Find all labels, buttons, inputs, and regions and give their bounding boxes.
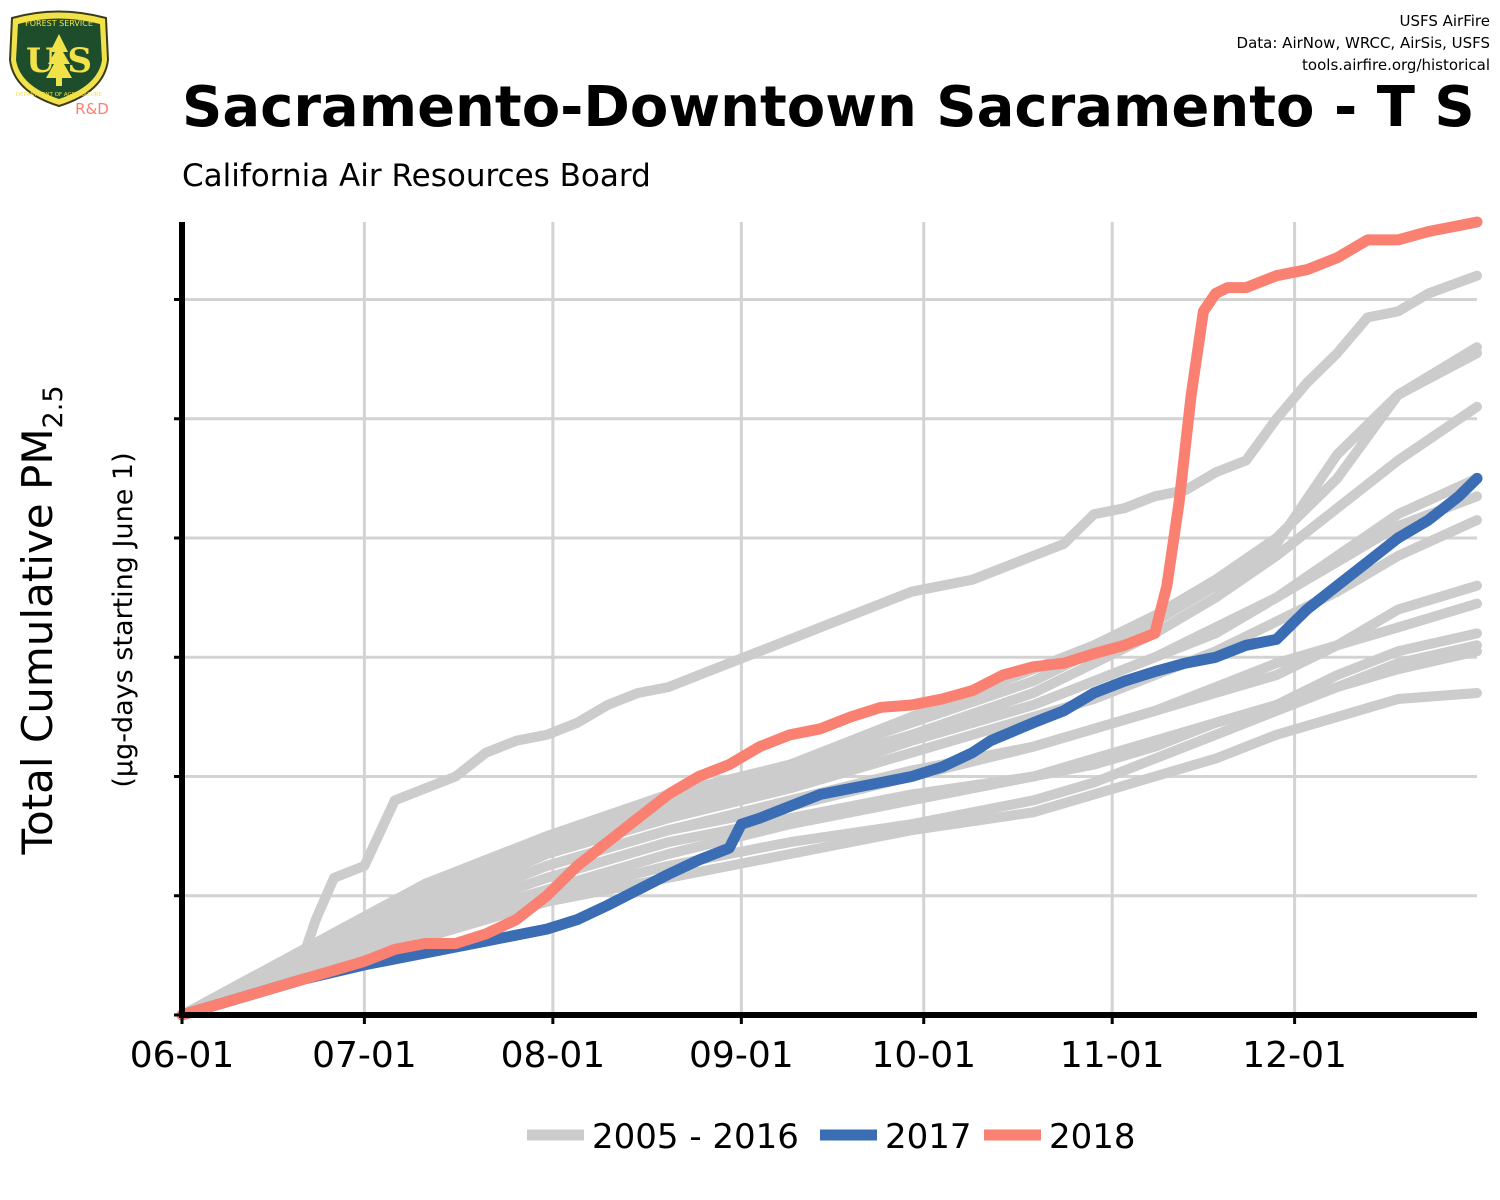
usfs-shield-logo: FOREST SERVICE U S DEPARTMENT OF AGRICUL…: [8, 10, 110, 118]
x-tick-label-2: 08-01: [501, 1035, 606, 1076]
historical-series-line-3: [177, 401, 1482, 1020]
legend: 2005 - 2016 2017 2018: [527, 1117, 1136, 1157]
series-line-2018: [176, 216, 1483, 1021]
x-tick-label-3: 09-01: [689, 1035, 794, 1076]
x-tick-label-0: 06-01: [130, 1035, 235, 1076]
chart-subtitle: California Air Resources Board: [182, 158, 651, 194]
grid: [182, 222, 1477, 1015]
credit-line-3: tools.airfire.org/historical: [1302, 56, 1490, 74]
series-line-2017: [176, 472, 1483, 1021]
y-axis-label: Total Cumulative PM2.5: [13, 385, 69, 855]
x-tick-label-4: 10-01: [871, 1035, 976, 1076]
legend-label-1: 2017: [885, 1117, 972, 1157]
historical-series-line-12: [177, 688, 1482, 1020]
historical-series-line-0: [177, 270, 1482, 1020]
credit-line-1: USFS AirFire: [1399, 12, 1490, 30]
historical-series-line-8: [177, 598, 1482, 1020]
chart-title: Sacramento-Downtown Sacramento - T S: [182, 75, 1475, 140]
credit-line-2: Data: AirNow, WRCC, AirSis, USFS: [1237, 34, 1490, 52]
x-tick-label-6: 12-01: [1242, 1035, 1347, 1076]
y-axis-label-main: Total Cumulative PM: [13, 428, 62, 855]
tree-icon: [46, 34, 72, 86]
y-axis-label-subscript: 2.5: [38, 385, 69, 428]
legend-label-2: 2018: [1049, 1117, 1136, 1157]
series-lines: [176, 216, 1483, 1021]
historical-series-line-11: [177, 640, 1482, 1020]
legend-label-0: 2005 - 2016: [592, 1117, 799, 1157]
axes: 06-01 07-01 08-01 09-01 10-01 11-01 12-01: [130, 222, 1477, 1076]
x-tick-label-1: 07-01: [312, 1035, 417, 1076]
logo-tag: R&D: [75, 100, 109, 118]
y-axis-sublabel: (µg-days starting June 1): [108, 452, 139, 787]
logo-bottom-text: DEPARTMENT OF AGRICULTURE: [16, 92, 103, 98]
historical-series-line-2: [177, 348, 1482, 1020]
logo-top-text: FOREST SERVICE: [25, 19, 93, 28]
x-tick-label-5: 11-01: [1060, 1035, 1165, 1076]
